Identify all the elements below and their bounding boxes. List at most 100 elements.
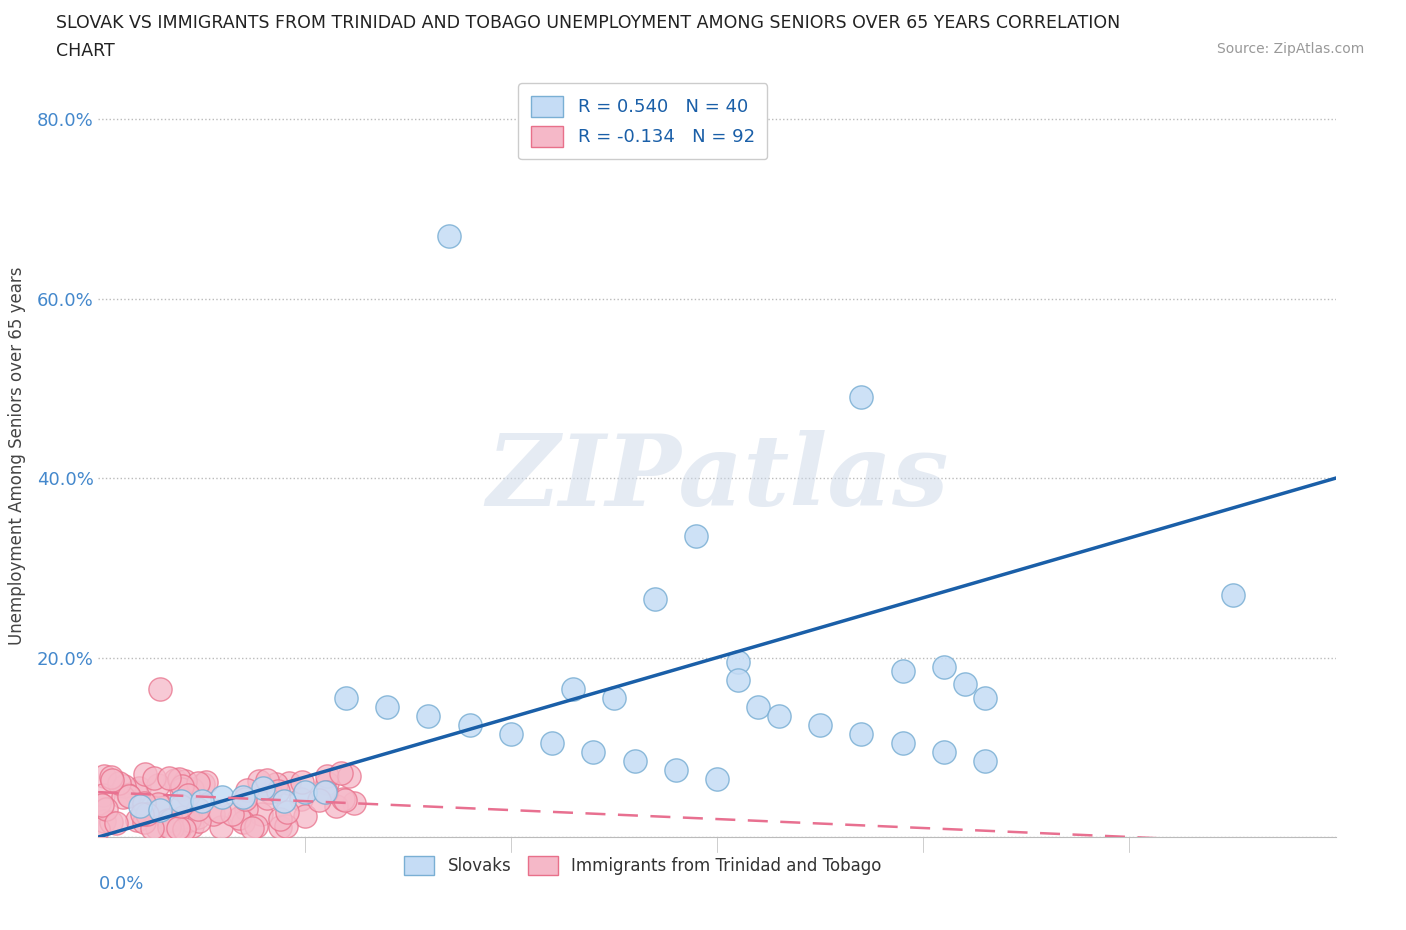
Point: [117, 788, 139, 803]
Point: [259, 785, 281, 800]
Point: [87, 822, 110, 837]
Point: [232, 790, 254, 804]
Point: [163, 772, 186, 787]
Point: [727, 655, 749, 670]
Point: [240, 821, 263, 836]
Point: [332, 791, 354, 806]
Point: [149, 803, 172, 817]
Point: [180, 818, 202, 833]
Point: [173, 822, 195, 837]
Point: [208, 804, 231, 818]
Point: [727, 672, 749, 687]
Point: [276, 804, 298, 819]
Point: [170, 793, 193, 808]
Point: [157, 813, 180, 828]
Point: [209, 819, 232, 834]
Point: [149, 682, 172, 697]
Point: [190, 793, 212, 808]
Point: [644, 591, 666, 606]
Point: [228, 811, 250, 826]
Point: [851, 726, 873, 741]
Point: [132, 796, 155, 811]
Point: [149, 798, 172, 813]
Point: [541, 736, 564, 751]
Point: [499, 726, 522, 741]
Point: [235, 802, 257, 817]
Point: [191, 777, 214, 791]
Point: [314, 785, 336, 800]
Point: [974, 753, 997, 768]
Point: [90, 798, 112, 813]
Point: [177, 788, 200, 803]
Point: [603, 690, 626, 705]
Point: [91, 788, 114, 803]
Point: [337, 768, 360, 783]
Point: [294, 785, 316, 800]
Point: [316, 776, 339, 790]
Point: [179, 813, 201, 828]
Point: [114, 778, 136, 793]
Point: [266, 777, 288, 791]
Point: [160, 813, 183, 828]
Point: [187, 814, 209, 829]
Point: [128, 780, 150, 795]
Point: [201, 806, 224, 821]
Point: [250, 806, 273, 821]
Point: [249, 774, 271, 789]
Point: [146, 797, 169, 812]
Point: [308, 792, 330, 807]
Point: [174, 773, 197, 788]
Point: [136, 807, 159, 822]
Point: [157, 770, 180, 785]
Point: [290, 791, 312, 806]
Point: [93, 768, 115, 783]
Point: [256, 790, 278, 805]
Point: [269, 820, 291, 835]
Point: [315, 784, 337, 799]
Point: [134, 766, 156, 781]
Y-axis label: Unemployment Among Seniors over 65 years: Unemployment Among Seniors over 65 years: [7, 267, 25, 644]
Point: [187, 776, 209, 790]
Point: [375, 699, 398, 714]
Point: [125, 813, 148, 828]
Point: [93, 814, 115, 829]
Point: [166, 820, 188, 835]
Point: [236, 782, 259, 797]
Point: [273, 793, 295, 808]
Point: [623, 753, 645, 768]
Point: [211, 790, 233, 804]
Point: [100, 815, 122, 830]
Point: [333, 792, 356, 807]
Point: [329, 765, 352, 780]
Point: [233, 791, 256, 806]
Point: [808, 717, 831, 732]
Point: [157, 820, 180, 835]
Point: [148, 777, 170, 792]
Point: [335, 690, 357, 705]
Text: 0.0%: 0.0%: [98, 875, 143, 893]
Point: [107, 776, 129, 790]
Point: [277, 776, 299, 790]
Point: [665, 763, 688, 777]
Point: [105, 816, 128, 830]
Point: [245, 818, 267, 833]
Point: [131, 806, 153, 821]
Point: [194, 775, 217, 790]
Point: [160, 820, 183, 835]
Text: CHART: CHART: [56, 42, 115, 60]
Point: [187, 802, 209, 817]
Point: [953, 677, 976, 692]
Point: [124, 785, 146, 800]
Point: [891, 736, 914, 751]
Point: [172, 809, 194, 824]
Point: [256, 773, 278, 788]
Point: [167, 772, 190, 787]
Point: [89, 796, 111, 811]
Point: [169, 781, 191, 796]
Text: SLOVAK VS IMMIGRANTS FROM TRINIDAD AND TOBAGO UNEMPLOYMENT AMONG SENIORS OVER 65: SLOVAK VS IMMIGRANTS FROM TRINIDAD AND T…: [56, 14, 1121, 32]
Point: [187, 809, 209, 824]
Point: [891, 664, 914, 679]
Point: [252, 780, 274, 795]
Point: [100, 769, 122, 784]
Point: [932, 659, 955, 674]
